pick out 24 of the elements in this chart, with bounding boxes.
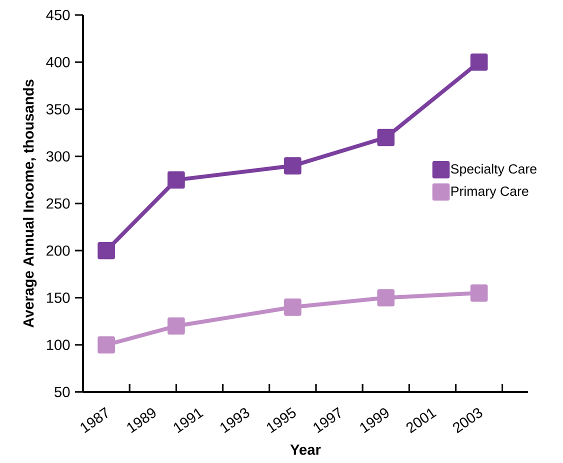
point	[284, 298, 302, 316]
point	[168, 317, 185, 335]
y-tick-label: 150	[46, 292, 70, 303]
legend-label: Specialty Care	[450, 164, 536, 176]
y-tick-label: 400	[46, 56, 70, 68]
y-tick-label: 450	[46, 10, 70, 20]
point	[168, 171, 185, 189]
point	[377, 289, 395, 306]
y-tick-label: 50	[54, 386, 70, 398]
y-tick-label: 300	[46, 151, 70, 162]
y-tick-label: 200	[46, 245, 70, 256]
y-tick-label: 350	[46, 104, 70, 114]
y-tick-label: 100	[46, 340, 70, 350]
x-axis-title: Year	[290, 444, 321, 455]
legend-label: Primary Care	[451, 186, 528, 199]
point	[470, 53, 488, 71]
point	[98, 242, 115, 260]
point	[98, 336, 115, 354]
y-axis-title: Average Annual Income, thousands	[22, 80, 37, 328]
x-tick-label: 1991	[174, 408, 204, 434]
point	[377, 128, 395, 146]
y-tick-label: 250	[46, 198, 70, 209]
point	[284, 157, 302, 174]
point	[470, 284, 488, 302]
